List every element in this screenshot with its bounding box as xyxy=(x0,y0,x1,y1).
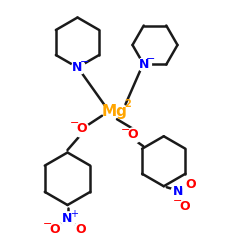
Text: N: N xyxy=(62,212,73,225)
Text: O: O xyxy=(76,122,86,135)
Text: −: − xyxy=(70,118,79,128)
Text: +: + xyxy=(70,209,78,219)
Text: O: O xyxy=(185,178,196,191)
Text: −: − xyxy=(43,219,52,229)
Text: O: O xyxy=(75,223,86,236)
Text: −: − xyxy=(146,54,156,64)
Text: N: N xyxy=(173,185,184,198)
Text: 2: 2 xyxy=(124,99,132,109)
Text: −: − xyxy=(121,124,130,134)
Text: O: O xyxy=(127,128,138,141)
Text: N: N xyxy=(138,58,149,71)
Text: N: N xyxy=(72,61,83,74)
Text: +: + xyxy=(181,182,189,192)
Text: −: − xyxy=(173,196,182,206)
Text: O: O xyxy=(179,200,190,213)
Text: −: − xyxy=(80,57,89,67)
Text: O: O xyxy=(49,223,60,236)
Text: Mg: Mg xyxy=(102,104,128,119)
